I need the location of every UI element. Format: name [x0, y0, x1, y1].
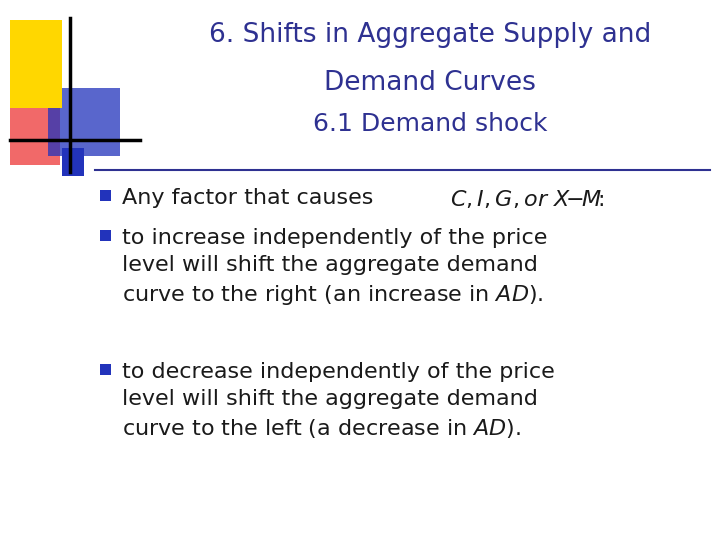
Bar — [48, 88, 120, 156]
Text: Any factor that causes: Any factor that causes — [122, 188, 380, 208]
Text: to increase independently of the price
level will shift the aggregate demand
cur: to increase independently of the price l… — [122, 228, 547, 307]
Bar — [10, 20, 62, 108]
Text: to decrease independently of the price
level will shift the aggregate demand
cur: to decrease independently of the price l… — [122, 362, 554, 440]
Bar — [100, 190, 111, 201]
Text: 6.1 Demand shock: 6.1 Demand shock — [312, 112, 547, 136]
Bar — [100, 230, 111, 241]
Bar — [62, 148, 84, 176]
Bar — [100, 364, 111, 375]
Text: 6. Shifts in Aggregate Supply and: 6. Shifts in Aggregate Supply and — [209, 22, 651, 48]
Text: $\mathit{C, I, G, or\ X\!\!-\!\!M\!\!:}$: $\mathit{C, I, G, or\ X\!\!-\!\!M\!\!:}$ — [450, 188, 605, 210]
Bar — [10, 85, 60, 165]
Text: Demand Curves: Demand Curves — [324, 70, 536, 96]
